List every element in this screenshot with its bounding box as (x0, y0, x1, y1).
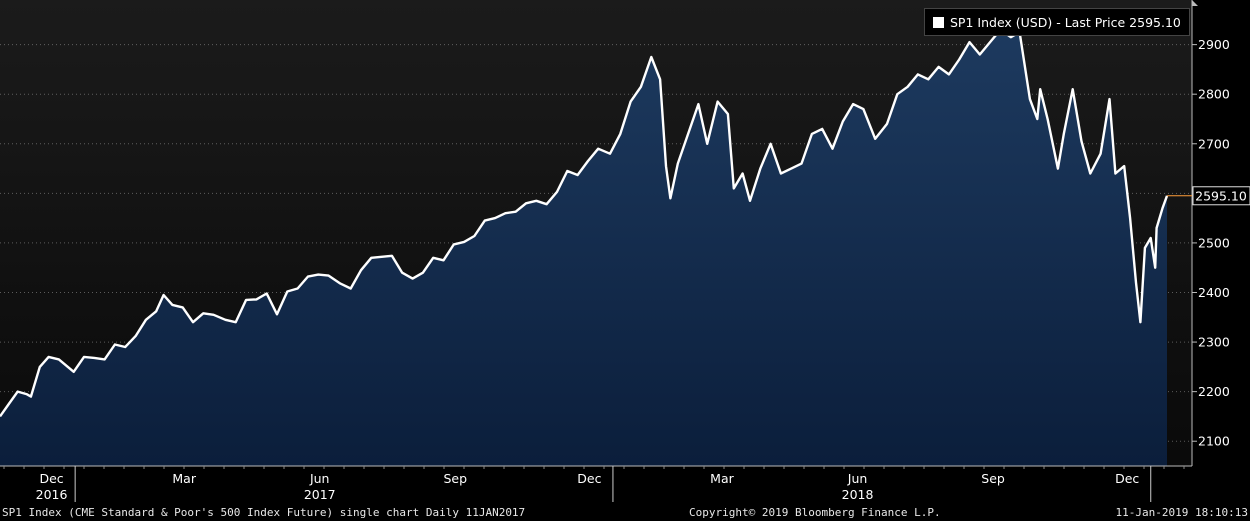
x-tick-label: Jun (309, 471, 330, 486)
last-price-label: 2595.10 (1195, 188, 1247, 203)
y-tick-label: 2900 (1198, 37, 1230, 52)
x-year-label: 2016 (36, 487, 68, 502)
x-tick-label: Sep (981, 471, 1005, 486)
last-price-box (1192, 186, 1250, 206)
footer-copyright: Copyright© 2019 Bloomberg Finance L.P. (689, 506, 941, 519)
y-tick-label: 2500 (1198, 235, 1230, 250)
footer-bar: SP1 Index (CME Standard & Poor's 500 Ind… (0, 504, 1250, 521)
x-year-label: 2017 (304, 487, 336, 502)
footer-timestamp: 11-Jan-2019 18:10:13 (1115, 506, 1248, 519)
x-tick-label: Dec (577, 471, 601, 486)
price-line (0, 28, 1169, 418)
x-tick-label: Sep (444, 471, 468, 486)
x-tick-label: Dec (1115, 471, 1139, 486)
y-tick-label: 2700 (1198, 136, 1230, 151)
y-tick-label: 2800 (1198, 87, 1230, 102)
legend-label: SP1 Index (USD) - Last Price 2595.10 (950, 14, 1181, 30)
x-tick-label: Mar (172, 471, 196, 486)
x-tick-label: Mar (710, 471, 734, 486)
y-tick-label: 2200 (1198, 384, 1230, 399)
legend-swatch (933, 16, 944, 28)
y-axis-top-arrow (1192, 0, 1198, 6)
y-tick-label: 2300 (1198, 335, 1230, 350)
y-tick-label: 2100 (1198, 434, 1230, 449)
last-price-marker: 2595.10 (1167, 186, 1250, 206)
x-tick-label: Jun (847, 471, 868, 486)
y-tick-label: 2400 (1198, 285, 1230, 300)
footer-left-text: SP1 Index (CME Standard & Poor's 500 Ind… (2, 506, 526, 519)
legend: SP1 Index (USD) - Last Price 2595.10 (924, 8, 1190, 36)
y-axis-ticks: 210022002300240025002600270028002900 (1192, 37, 1230, 449)
price-chart: 210022002300240025002600270028002900 Dec… (0, 0, 1250, 502)
x-tick-label: Dec (39, 471, 63, 486)
x-year-label: 2018 (842, 487, 874, 502)
